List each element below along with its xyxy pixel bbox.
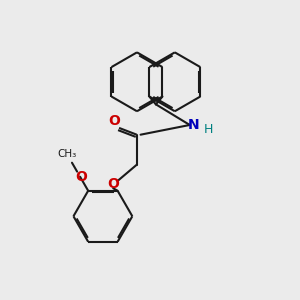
Text: O: O — [107, 177, 119, 191]
Text: O: O — [108, 114, 120, 128]
Text: H: H — [204, 123, 214, 136]
Text: O: O — [76, 170, 88, 184]
Text: CH₃: CH₃ — [57, 149, 76, 159]
Text: N: N — [188, 118, 200, 132]
